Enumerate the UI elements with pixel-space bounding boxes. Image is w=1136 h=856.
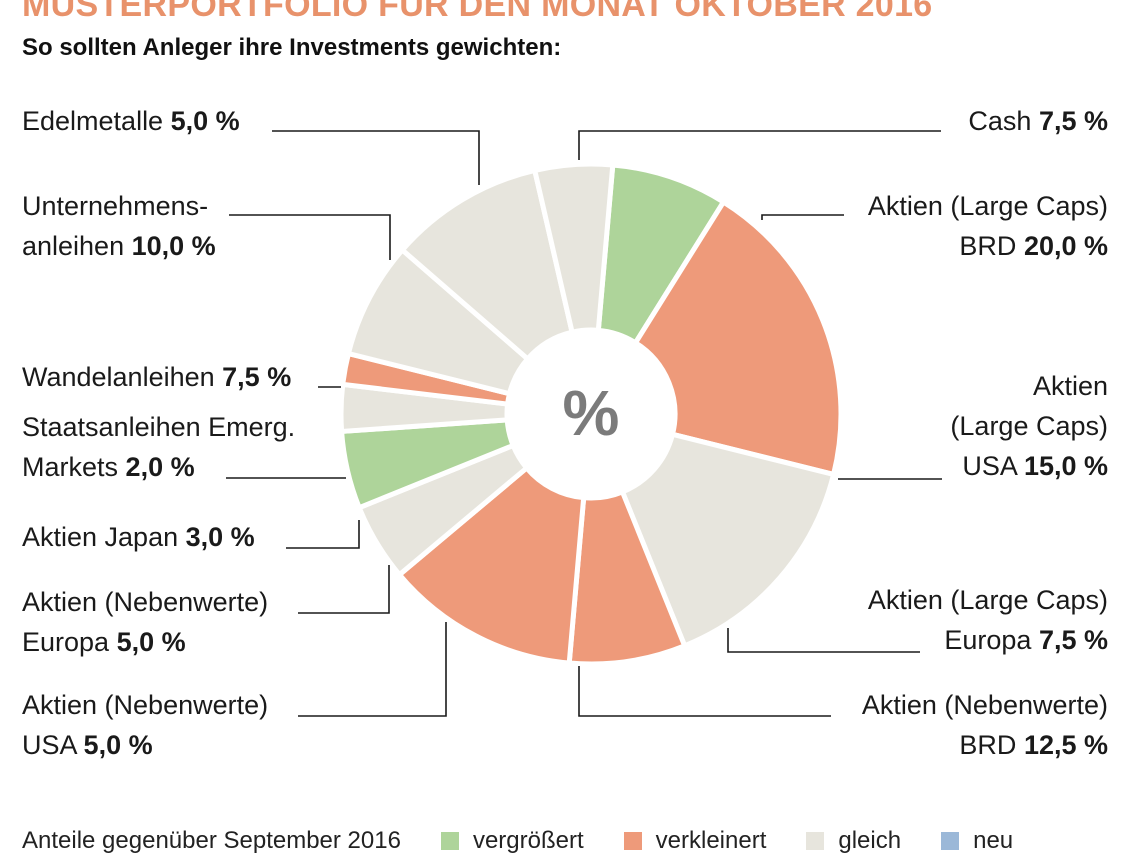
leader-line-edel bbox=[272, 130, 480, 185]
label-nebenwerte-brd: Aktien (Nebenwerte) BRD 12,5 % bbox=[861, 690, 1108, 760]
slice-4 bbox=[396, 465, 587, 666]
center-label: % bbox=[563, 377, 620, 449]
label-large-caps-europa: Aktien (Large Caps) Europa 7,5 % bbox=[867, 585, 1108, 655]
legend-swatch-neu bbox=[941, 832, 960, 850]
label-large-caps-brd: Aktien (Large Caps) BRD 20,0 % bbox=[867, 191, 1108, 261]
label-aktien-japan: Aktien Japan 3,0 % bbox=[22, 522, 255, 552]
slice-11 bbox=[532, 161, 616, 335]
leader-line-japan bbox=[286, 520, 360, 549]
leader-line-lc-eur bbox=[727, 628, 920, 653]
legend-label-vergroessert: vergrößert bbox=[472, 827, 584, 854]
leader-line-nw-brd bbox=[578, 666, 831, 717]
slice-2 bbox=[619, 431, 837, 649]
chart-title: MUSTERPORTFOLIO FÜR DEN MONAT OKTOBER 20… bbox=[22, 0, 933, 24]
chart-subtitle: So sollten Anleger ihre Investments gewi… bbox=[22, 34, 562, 61]
label-cash: Cash 7,5 % bbox=[968, 106, 1108, 136]
legend-caption: Anteile gegenüber September 2016 bbox=[22, 827, 401, 854]
donut-slices bbox=[338, 161, 844, 667]
leader-line-cash bbox=[578, 130, 941, 160]
legend-label-neu: neu bbox=[973, 827, 1014, 854]
slice-10 bbox=[399, 167, 575, 362]
legend-label-verkleinert: verkleinert bbox=[655, 827, 767, 854]
label-unternehmensanleihen: Unternehmens- anleihen 10,0 % bbox=[22, 191, 216, 261]
label-nebenwerte-europa: Aktien (Nebenwerte) Europa 5,0 % bbox=[22, 587, 269, 657]
label-edelmetalle: Edelmetalle 5,0 % bbox=[22, 106, 240, 136]
label-nebenwerte-usa: Aktien (Nebenwerte) USA 5,0 % bbox=[22, 690, 269, 760]
leader-line-lc-brd bbox=[761, 214, 844, 220]
legend-label-gleich: gleich bbox=[838, 827, 902, 854]
legend-swatch-gleich bbox=[806, 832, 825, 850]
label-wandelanleihen: Wandelanleihen 7,5 % bbox=[22, 362, 292, 392]
legend: Anteile gegenüber September 2016 vergröß… bbox=[22, 826, 1013, 856]
slice-1 bbox=[633, 199, 844, 477]
legend-swatch-verkleinert bbox=[623, 832, 642, 850]
leader-line-nw-eur bbox=[298, 565, 390, 614]
leader-lines bbox=[226, 130, 942, 717]
label-staatsanleihen-em: Staatsanleihen Emerg. Markets 2,0 % bbox=[22, 412, 296, 482]
legend-swatch-vergroessert bbox=[440, 832, 459, 850]
leader-line-nw-usa bbox=[298, 622, 447, 717]
leader-line-unternehmen bbox=[229, 214, 391, 260]
label-large-caps-usa: Aktien (Large Caps) USA 15,0 % bbox=[950, 371, 1108, 481]
